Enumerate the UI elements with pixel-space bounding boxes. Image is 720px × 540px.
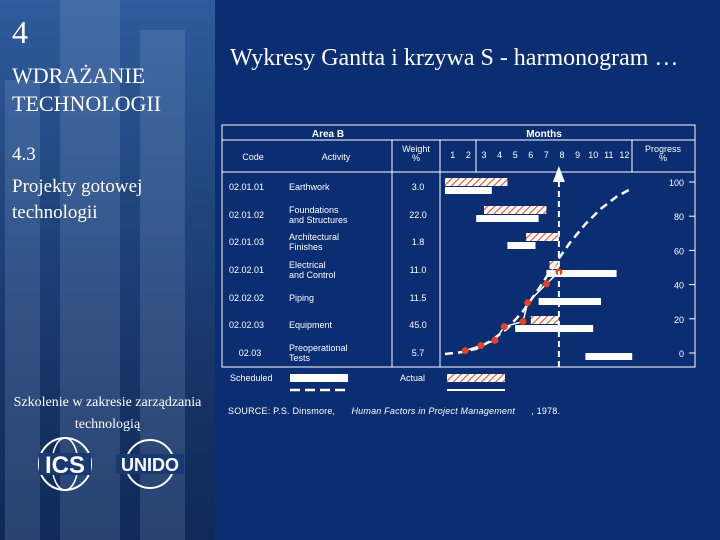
slide-title: Wykresy Gantta i krzywa S - harmonogram … [230, 45, 679, 71]
col-progress: Progress% [645, 144, 682, 163]
row-weight: 3.0 [412, 182, 425, 192]
status-date-arrowhead [552, 166, 565, 182]
row-activity: Tests [289, 353, 311, 363]
training-caption: Szkolenie w zakresie zarządzania technol… [13, 395, 202, 432]
row-activity: Foundations [289, 205, 339, 215]
unido-logo: UNIDO [116, 439, 184, 489]
row-code: 02.02.02 [229, 293, 264, 303]
main-area [215, 0, 720, 540]
month-label: 2 [466, 150, 471, 160]
month-label: 9 [575, 150, 580, 160]
row-activity: Earthwork [289, 182, 330, 192]
row-activity: Electrical [289, 260, 326, 270]
row-weight: 5.7 [412, 348, 425, 358]
actual-bar [530, 316, 559, 324]
legend-actual-bar [447, 374, 505, 382]
row-activity: Equipment [289, 320, 333, 330]
sidebar: 4 WDRAŻANIE TECHNOLOGII 4.3 Projekty got… [0, 0, 215, 540]
row-weight: 11.0 [410, 265, 427, 275]
actual-progress-point [524, 299, 532, 307]
scheduled-bars [445, 187, 633, 360]
actual-bar [526, 233, 559, 241]
month-label: 1 [450, 150, 455, 160]
actual-progress-point [519, 318, 527, 326]
actual-progress-point [500, 323, 508, 331]
col-activity: Activity [322, 152, 351, 162]
actual-bar [484, 206, 547, 214]
legend-scheduled-bar [290, 374, 348, 382]
row-code: 02.02.03 [229, 320, 264, 330]
month-label: 5 [513, 150, 518, 160]
unido-logo-text: UNIDO [121, 455, 179, 475]
row-weight: 11.5 [410, 293, 427, 303]
progress-ticks: 100 80 60 40 20 0 [669, 178, 695, 359]
source-prefix: SOURCE: P.S. Dinsmore, [228, 406, 336, 416]
months-header: Months [526, 129, 562, 140]
month-label: 6 [528, 150, 533, 160]
section-number: 4 [12, 14, 28, 50]
actual-progress-point [491, 336, 499, 344]
progress-tick: 80 [674, 212, 684, 222]
row-activity: Preoperational [289, 343, 348, 353]
progress-tick: 100 [669, 178, 684, 188]
month-label: 7 [544, 150, 549, 160]
month-label: 4 [497, 150, 502, 160]
row-code: 02.03 [239, 348, 262, 358]
progress-tick: 60 [674, 246, 684, 256]
scheduled-bar [515, 325, 594, 332]
month-label: 3 [481, 150, 486, 160]
progress-tick: 40 [674, 281, 684, 291]
row-weight: 22.0 [409, 210, 427, 220]
status-date-marker [552, 166, 565, 367]
ics-logo-text: ICS [45, 452, 85, 479]
row-activity: and Control [289, 270, 336, 280]
s-curves [444, 187, 633, 356]
row-activity: and Structures [289, 215, 348, 225]
col-code: Code [242, 152, 264, 162]
row-code: 02.01.02 [229, 210, 264, 220]
subsection-number: 4.3 [12, 144, 36, 165]
scheduled-bar [546, 270, 617, 277]
progress-tick: 0 [679, 349, 684, 359]
row-code: 02.01.03 [229, 237, 264, 247]
actual-progress-point [542, 280, 550, 288]
scheduled-bar [476, 215, 539, 222]
row-activity: Architectural [289, 232, 339, 242]
source-title: Human Factors in Project Management [351, 406, 516, 416]
row-code: 02.02.01 [229, 265, 264, 275]
month-label: 8 [559, 150, 564, 160]
row-code: 02.01.01 [229, 182, 264, 192]
month-label: 12 [619, 150, 629, 160]
row-weight: 1.8 [412, 237, 425, 247]
area-header: Area B [312, 129, 344, 140]
month-labels: 1 2 3 4 5 6 7 8 9 10 11 12 [450, 150, 629, 160]
section-title: WDRAŻANIE TECHNOLOGII [12, 63, 162, 116]
progress-tick: 20 [674, 315, 684, 325]
source-citation: SOURCE: P.S. Dinsmore, Human Factors in … [228, 406, 560, 416]
row-weight: 45.0 [409, 320, 427, 330]
month-label: 10 [588, 150, 598, 160]
ics-logo: ICS [38, 437, 92, 491]
actual-progress-point [477, 341, 485, 349]
actual-bar [445, 178, 508, 186]
legend-scheduled-label: Scheduled [230, 373, 273, 383]
scheduled-bar [538, 298, 601, 305]
row-activity: Piping [289, 293, 314, 303]
legend-actual-label: Actual [400, 373, 425, 383]
scheduled-bar [445, 187, 492, 194]
scheduled-bar [585, 353, 633, 360]
row-activity: Finishes [289, 242, 323, 252]
actual-progress-point [461, 347, 469, 355]
planned-s-curve [444, 187, 633, 356]
subsection-title: Projekty gotowej technologii [12, 176, 143, 223]
activity-rows: 02.01.01 Earthwork 3.002.01.02 Foundationsa… [229, 182, 427, 363]
col-weight: Weight% [402, 144, 430, 163]
month-label: 11 [604, 150, 613, 160]
source-suffix: , 1978. [531, 406, 561, 416]
scheduled-bar [507, 242, 536, 249]
